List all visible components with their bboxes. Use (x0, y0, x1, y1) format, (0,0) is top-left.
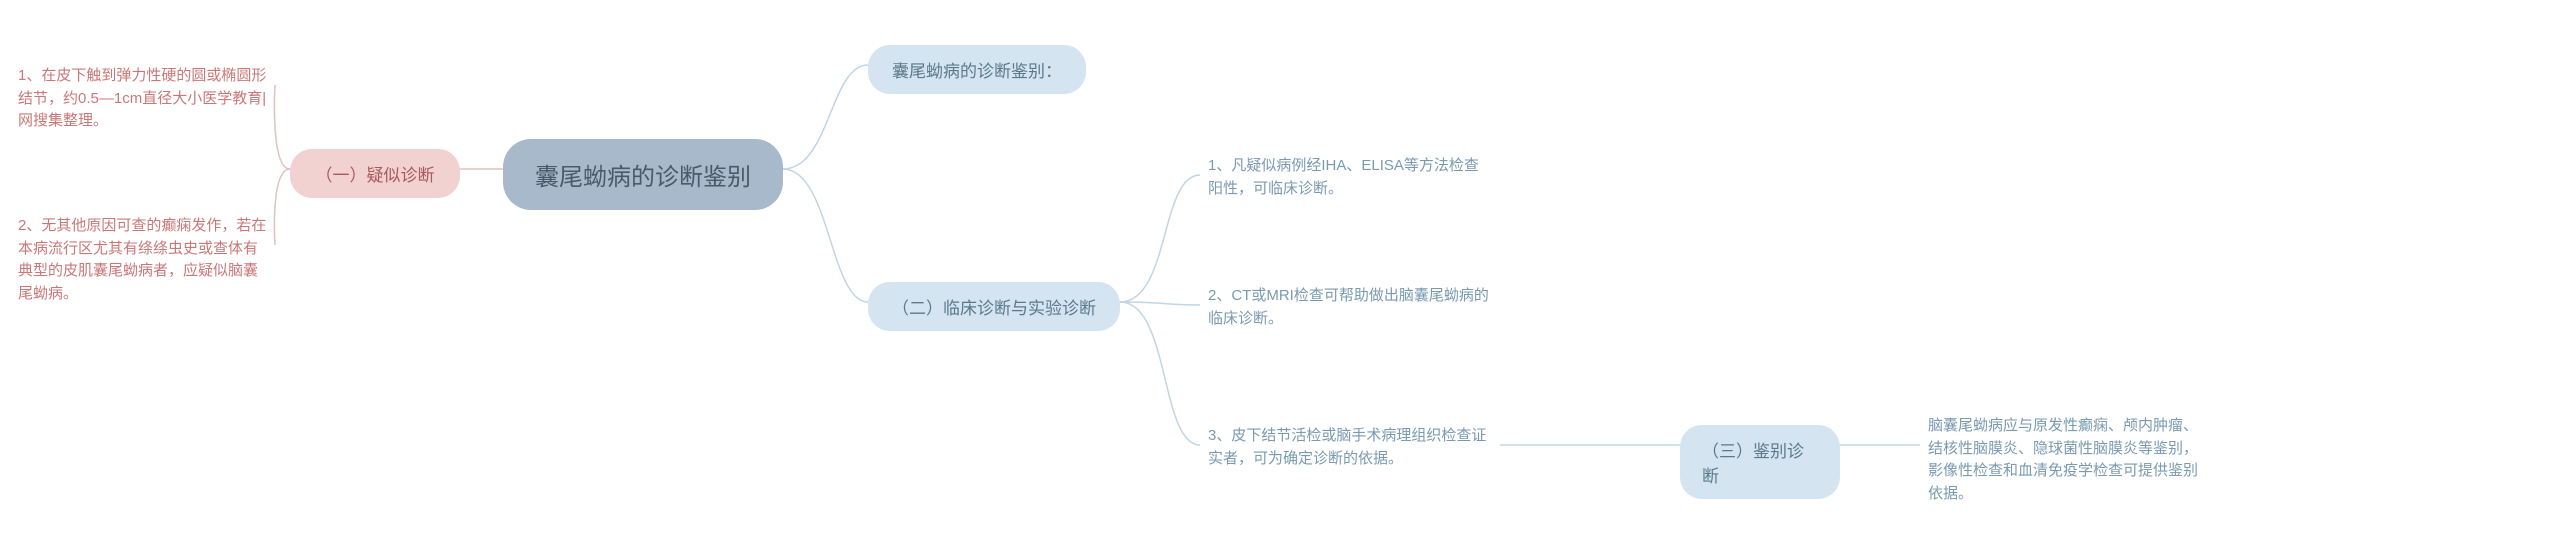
leaf-clinical-1: 1、凡疑似病例经IHA、ELISA等方法检查阳性，可临床诊断。 (1200, 150, 1500, 205)
category-differential: （三）鉴别诊断 (1680, 425, 1840, 499)
category-diagnosis-header: 囊尾蚴病的诊断鉴别： (868, 45, 1086, 94)
leaf-clinical-2-label: 2、CT或MRI检查可帮助做出脑囊尾蚴病的临床诊断。 (1208, 285, 1492, 330)
leaf-suspected-2-label: 2、无其他原因可查的癫痫发作，若在本病流行区尤其有绦绦虫史或查体有典型的皮肌囊尾… (18, 215, 267, 305)
leaf-clinical-1-label: 1、凡疑似病例经IHA、ELISA等方法检查阳性，可临床诊断。 (1208, 155, 1492, 200)
category-diagnosis-header-label: 囊尾蚴病的诊断鉴别： (892, 57, 1062, 82)
leaf-differential-1-label: 脑囊尾蚴病应与原发性癫痫、颅内肿瘤、结核性脑膜炎、隐球菌性脑膜炎等鉴别，影像性检… (1928, 415, 2212, 505)
leaf-clinical-2: 2、CT或MRI检查可帮助做出脑囊尾蚴病的临床诊断。 (1200, 280, 1500, 335)
category-suspected-label: （一）疑似诊断 (316, 161, 435, 186)
leaf-clinical-3: 3、皮下结节活检或脑手术病理组织检查证实者，可为确定诊断的依据。 (1200, 420, 1500, 475)
category-differential-label: （三）鉴别诊断 (1702, 437, 1818, 487)
leaf-differential-1: 脑囊尾蚴病应与原发性癫痫、颅内肿瘤、结核性脑膜炎、隐球菌性脑膜炎等鉴别，影像性检… (1920, 410, 2220, 510)
leaf-clinical-3-label: 3、皮下结节活检或脑手术病理组织检查证实者，可为确定诊断的依据。 (1208, 425, 1492, 470)
mindmap-root: 囊尾蚴病的诊断鉴别 (503, 139, 783, 210)
leaf-suspected-2: 2、无其他原因可查的癫痫发作，若在本病流行区尤其有绦绦虫史或查体有典型的皮肌囊尾… (10, 210, 275, 310)
category-suspected: （一）疑似诊断 (290, 149, 460, 198)
leaf-suspected-1: 1、在皮下触到弹力性硬的圆或椭圆形结节，约0.5—1cm直径大小医学教育|网搜集… (10, 60, 275, 138)
category-clinical: （二）临床诊断与实验诊断 (868, 282, 1120, 331)
leaf-suspected-1-label: 1、在皮下触到弹力性硬的圆或椭圆形结节，约0.5—1cm直径大小医学教育|网搜集… (18, 65, 267, 133)
root-label: 囊尾蚴病的诊断鉴别 (535, 157, 751, 192)
category-clinical-label: （二）临床诊断与实验诊断 (892, 294, 1096, 319)
